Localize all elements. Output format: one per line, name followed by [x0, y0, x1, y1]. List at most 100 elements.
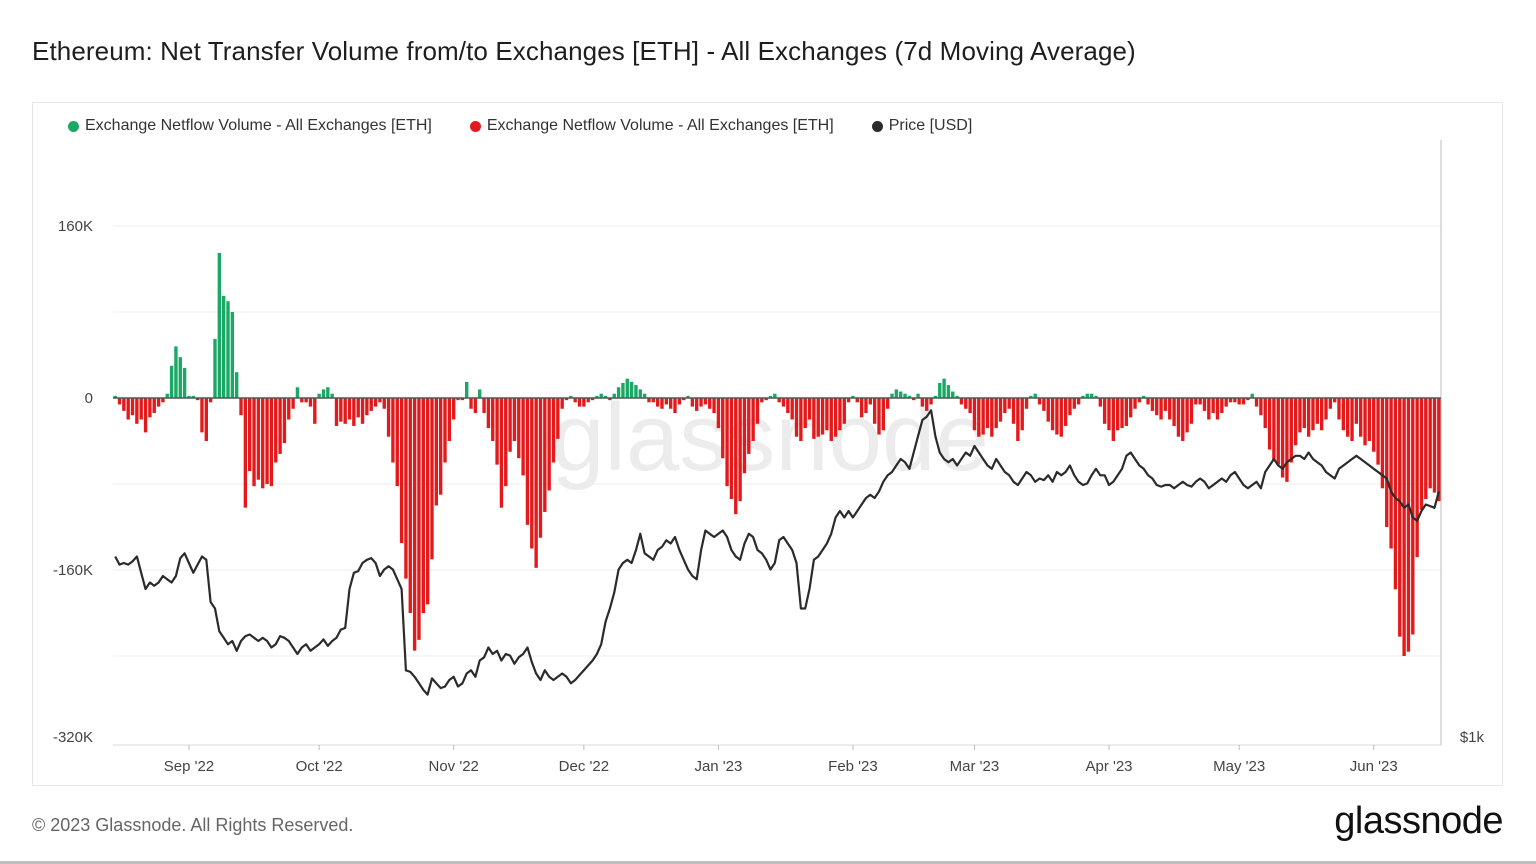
- netflow-bar-inflow: [859, 398, 864, 418]
- netflow-bar-inflow: [517, 398, 521, 459]
- netflow-bar-inflow: [1398, 398, 1402, 637]
- netflow-bar-inflow: [1194, 398, 1198, 405]
- netflow-bar-inflow: [1076, 398, 1081, 405]
- netflow-bar-inflow: [386, 398, 391, 437]
- netflow-bar-inflow: [1406, 398, 1411, 652]
- netflow-bar-inflow: [148, 398, 152, 418]
- netflow-bar-inflow: [521, 398, 525, 476]
- netflow-bar-inflow: [486, 398, 491, 429]
- netflow-bar-inflow: [716, 398, 721, 429]
- netflow-bar-inflow: [469, 398, 473, 409]
- x-tick-label: Jun '23: [1350, 758, 1398, 775]
- netflow-bar-inflow: [682, 398, 686, 401]
- netflow-bar-inflow: [664, 398, 669, 405]
- netflow-bar-outflow: [1089, 393, 1094, 398]
- netflow-bar-inflow: [1346, 398, 1350, 437]
- netflow-bar-inflow: [122, 398, 126, 411]
- netflow-bar-inflow: [1363, 398, 1367, 446]
- netflow-bar-inflow: [964, 398, 968, 409]
- netflow-bar-inflow: [864, 398, 868, 414]
- netflow-bar-inflow: [438, 398, 443, 495]
- x-tick-label: Feb '23: [828, 758, 878, 775]
- netflow-bar-inflow: [313, 398, 317, 424]
- netflow-bar-inflow: [1437, 398, 1441, 502]
- legend-item-price[interactable]: Price [USD]: [871, 117, 972, 135]
- netflow-bar-inflow: [794, 398, 799, 437]
- netflow-bar-inflow: [1189, 398, 1194, 424]
- netflow-bar-inflow: [1176, 398, 1181, 437]
- legend-item-outflow[interactable]: Exchange Netflow Volume - All Exchanges …: [68, 117, 432, 135]
- netflow-bar-inflow: [512, 398, 517, 441]
- netflow-bar-inflow: [1341, 398, 1346, 431]
- netflow-bar-outflow: [638, 389, 642, 398]
- netflow-bar-inflow: [981, 398, 985, 435]
- netflow-bar-inflow: [161, 398, 165, 403]
- netflow-bar-inflow: [885, 398, 890, 409]
- netflow-bar-inflow: [820, 398, 825, 435]
- netflow-bar-inflow: [747, 398, 751, 454]
- netflow-bar-outflow: [903, 393, 907, 398]
- legend-dot-icon: [871, 120, 883, 132]
- netflow-bar-inflow: [425, 398, 430, 605]
- netflow-bar-inflow: [1254, 398, 1259, 407]
- netflow-bar-inflow: [1215, 398, 1220, 420]
- netflow-bar-inflow: [959, 398, 964, 405]
- netflow-bar-outflow: [933, 395, 938, 398]
- netflow-bar-inflow: [1072, 398, 1076, 409]
- netflow-bar-outflow: [295, 387, 300, 398]
- y-tick-label: 160K: [58, 218, 93, 235]
- netflow-bar-inflow: [256, 398, 261, 480]
- netflow-bar-inflow: [365, 398, 369, 416]
- netflow-bar-inflow: [838, 398, 842, 431]
- netflow-bar-inflow: [287, 398, 291, 420]
- netflow-bar-inflow: [929, 398, 933, 405]
- netflow-bar-outflow: [942, 378, 946, 398]
- netflow-bar-outflow: [169, 365, 174, 398]
- netflow-bar-outflow: [326, 387, 330, 398]
- netflow-bar-inflow: [1155, 398, 1159, 416]
- netflow-bar-inflow: [1419, 398, 1424, 510]
- netflow-bar-inflow: [1020, 398, 1024, 431]
- netflow-bar-inflow: [126, 398, 130, 420]
- netflow-bar-inflow: [786, 398, 790, 414]
- netflow-bar-inflow: [764, 398, 768, 401]
- netflow-bar-inflow: [703, 398, 708, 405]
- netflow-bar-inflow: [1376, 398, 1380, 465]
- netflow-bar-inflow: [117, 398, 122, 405]
- netflow-bar-inflow: [534, 398, 538, 568]
- legend-item-inflow[interactable]: Exchange Netflow Volume - All Exchanges …: [469, 117, 834, 135]
- netflow-bar-inflow: [742, 398, 747, 474]
- netflow-bar-inflow: [1315, 398, 1320, 424]
- netflow-bar-outflow: [621, 382, 625, 398]
- netflow-bar-inflow: [925, 398, 929, 411]
- netflow-bar-inflow: [408, 398, 412, 613]
- netflow-bar-inflow: [373, 398, 378, 407]
- netflow-bar-inflow: [1289, 398, 1293, 463]
- netflow-bar-inflow: [1024, 398, 1029, 409]
- netflow-bar-inflow: [1046, 398, 1050, 422]
- netflow-bar-inflow: [1055, 398, 1059, 435]
- netflow-bar-inflow: [156, 398, 161, 407]
- netflow-bar-outflow: [221, 295, 226, 398]
- netflow-bar-outflow: [182, 367, 187, 398]
- netflow-bar-outflow: [1250, 393, 1254, 398]
- netflow-bar-outflow: [634, 385, 638, 398]
- netflow-bar-inflow: [334, 398, 339, 426]
- netflow-bar-outflow: [465, 381, 469, 398]
- netflow-bar-inflow: [460, 398, 465, 401]
- x-tick-label: Nov '22: [428, 758, 478, 775]
- netflow-bar-inflow: [734, 398, 738, 515]
- netflow-bar-inflow: [1424, 398, 1428, 500]
- netflow-bar-inflow: [347, 398, 352, 420]
- netflow-bar-inflow: [721, 398, 725, 459]
- netflow-bar-inflow: [1211, 398, 1215, 414]
- netflow-bar-inflow: [777, 398, 781, 403]
- netflow-bar-outflow: [234, 372, 239, 398]
- netflow-bar-inflow: [248, 398, 252, 472]
- netflow-bar-inflow: [382, 398, 386, 409]
- netflow-bar-inflow: [1311, 398, 1315, 431]
- netflow-bar-inflow: [755, 398, 760, 424]
- netflow-bar-inflow: [699, 398, 703, 407]
- netflow-bar-inflow: [647, 398, 651, 403]
- netflow-bar-inflow: [1050, 398, 1055, 431]
